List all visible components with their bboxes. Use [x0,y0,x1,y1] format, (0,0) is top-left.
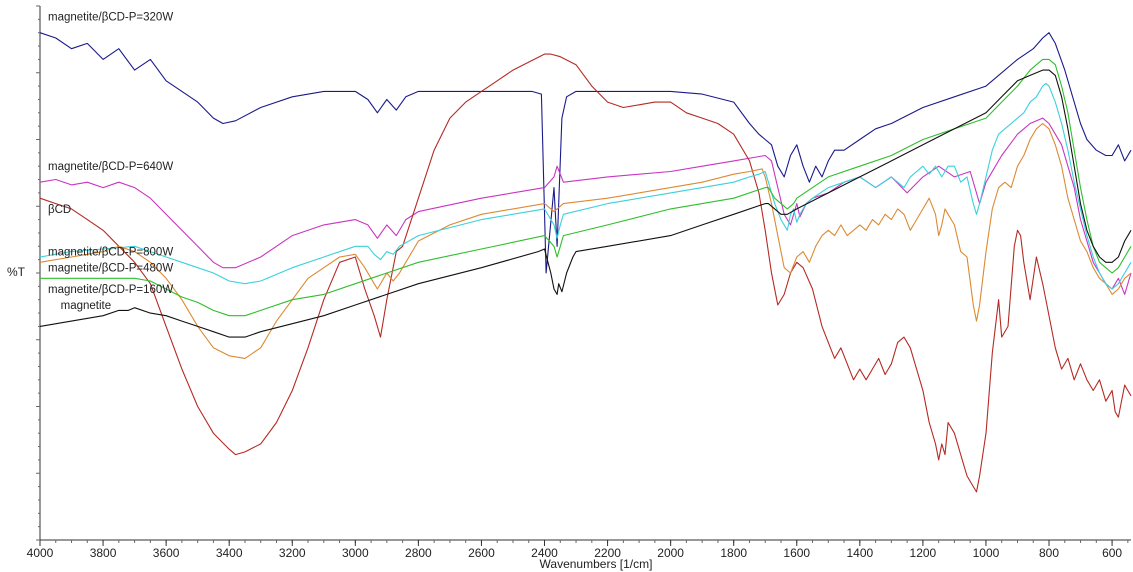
series-label: magnetite/βCD-P=480W [48,263,173,275]
x-tick-label: 800 [1039,546,1059,560]
x-tick-label: 1800 [720,546,747,560]
series-label: magnetite/βCD-P=800W [48,247,173,259]
series-layer [40,33,1131,492]
x-tick-label: 600 [1102,546,1122,560]
x-tick-label: 3200 [279,546,306,560]
series-line [40,54,1131,492]
y-axis-ticks [36,6,40,540]
x-tick-label: 1400 [846,546,873,560]
series-line [40,59,1131,315]
series-label: magnetite/βCD-P=320W [48,12,173,24]
x-tick-label: 2800 [405,546,432,560]
series-label: magnetite [61,300,112,312]
x-tick-label: 2600 [468,546,495,560]
x-tick-label: 3600 [153,546,180,560]
x-axis-title: Wavenumbers [1/cm] [540,557,653,571]
x-tick-label: 1000 [973,546,1000,560]
series-label: magnetite/βCD-P=640W [48,161,173,173]
x-tick-label: 1600 [783,546,810,560]
x-tick-label: 2000 [657,546,684,560]
x-tick-label: 1200 [910,546,937,560]
series-line [40,70,1131,337]
series-labels: magnetite/βCD-P=320W magnetite/βCD-P=640W… [48,12,173,312]
x-tick-label: 3000 [342,546,369,560]
x-tick-label: 4000 [27,546,54,560]
y-axis-title: %T [7,265,26,279]
series-label: magnetite/βCD-P=160W [48,284,173,296]
series-line [40,33,1131,273]
series-label: βCD [48,204,71,216]
x-tick-label: 3800 [90,546,117,560]
plot-frame [40,6,1131,540]
series-line [40,124,1131,359]
x-tick-label: 3400 [216,546,243,560]
series-line [40,118,1131,294]
